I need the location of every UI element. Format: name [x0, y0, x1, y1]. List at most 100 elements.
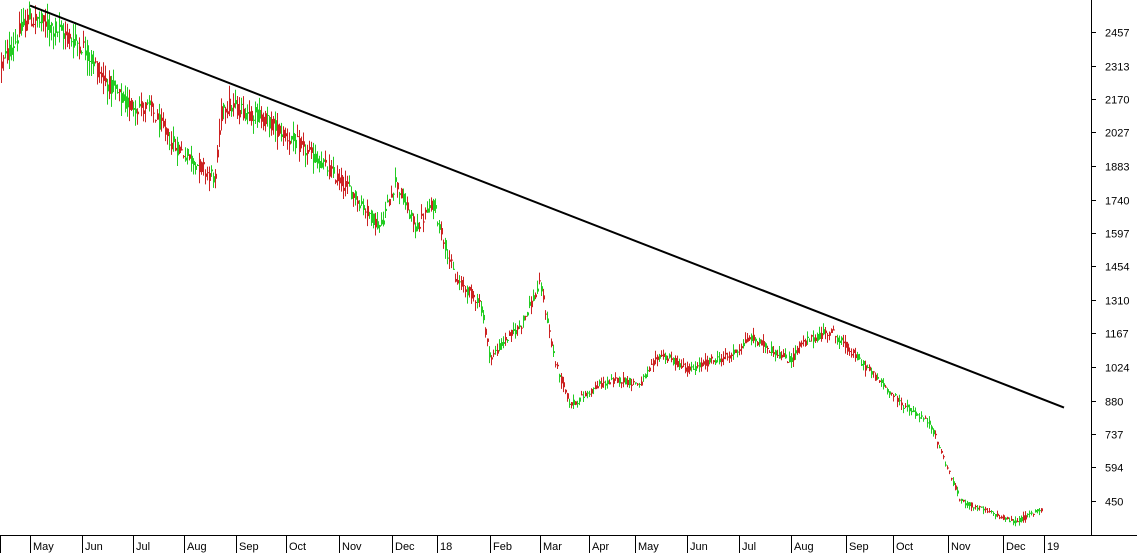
- candle-down: [497, 350, 499, 354]
- candle-down: [971, 502, 973, 508]
- candle-up: [1037, 509, 1039, 512]
- candle-up: [577, 403, 579, 405]
- candle-down: [811, 335, 813, 337]
- candle-down: [179, 146, 181, 154]
- candle-up: [503, 342, 505, 344]
- candle-down: [685, 367, 687, 372]
- candle-down: [655, 357, 657, 360]
- candle-down: [7, 48, 9, 61]
- candle-up: [211, 169, 213, 172]
- candle-down: [341, 175, 343, 187]
- candle-up: [453, 268, 455, 270]
- candle-down: [225, 108, 227, 113]
- candle-down: [207, 172, 209, 174]
- candle-up: [587, 392, 589, 394]
- candle-up: [1027, 513, 1029, 515]
- candle-down: [879, 380, 881, 383]
- x-tick-label: Jun: [85, 541, 103, 553]
- candle-up: [409, 214, 411, 219]
- candle-up: [513, 329, 515, 331]
- candle-up: [837, 337, 839, 343]
- candle-up: [127, 97, 129, 108]
- candle-down: [975, 506, 977, 508]
- candle-down: [163, 120, 165, 127]
- candle-up: [247, 111, 249, 114]
- candle-down: [145, 102, 147, 109]
- candle-down: [725, 352, 727, 355]
- candle-up: [899, 400, 901, 402]
- candle-up: [327, 170, 329, 172]
- candle-up: [691, 366, 693, 368]
- y-tick-label: 2170: [1105, 95, 1129, 107]
- candle-down: [727, 356, 729, 358]
- x-tick-label: Jun: [690, 541, 708, 553]
- candle-down: [783, 353, 785, 358]
- candle-up: [533, 295, 535, 301]
- candle-up: [231, 107, 233, 112]
- candle-up: [53, 33, 55, 37]
- candle-down: [855, 354, 857, 359]
- candle-up: [315, 153, 317, 163]
- candle-up: [213, 176, 215, 183]
- candle-up: [257, 109, 259, 123]
- candle-down: [309, 147, 311, 150]
- candle-up: [495, 349, 497, 351]
- candle-down: [711, 356, 713, 359]
- candle-up: [39, 21, 41, 24]
- candle-down: [161, 117, 163, 121]
- candle-up: [93, 61, 95, 67]
- candle-down: [661, 354, 663, 357]
- candle-up: [393, 193, 395, 195]
- x-tick-label: May: [638, 541, 659, 553]
- candle-down: [773, 352, 775, 355]
- candle-down: [509, 332, 511, 336]
- candle-down: [465, 289, 467, 292]
- candle-down: [493, 353, 495, 355]
- candle-down: [697, 365, 699, 367]
- candle-up: [931, 426, 933, 430]
- candle-up: [51, 23, 53, 26]
- candle-down: [165, 127, 167, 135]
- candle-down: [239, 109, 241, 118]
- candle-up: [467, 287, 469, 296]
- candle-up: [13, 46, 15, 49]
- candle-up: [169, 144, 171, 146]
- candle-down: [901, 402, 903, 406]
- candle-down: [487, 338, 489, 342]
- candle-down: [421, 213, 423, 216]
- candle-up: [915, 411, 917, 417]
- candle-up: [715, 360, 717, 364]
- candle-down: [875, 374, 877, 381]
- candle-up: [673, 357, 675, 365]
- candle-up: [89, 60, 91, 62]
- candle-up: [57, 31, 59, 33]
- candle-down: [705, 359, 707, 366]
- candle-down: [479, 300, 481, 302]
- x-tick-label: 18: [440, 541, 452, 553]
- candle-up: [611, 378, 613, 380]
- candle-up: [383, 220, 385, 225]
- candle-down: [3, 57, 5, 59]
- candle-up: [85, 50, 87, 56]
- candle-up: [841, 337, 843, 341]
- y-tick-label: 2457: [1105, 28, 1129, 40]
- candle-up: [541, 286, 543, 292]
- x-tick-label: Aug: [794, 541, 814, 553]
- candle-down: [189, 154, 191, 159]
- candle-up: [111, 79, 113, 94]
- candle-up: [319, 160, 321, 168]
- candle-down: [539, 280, 541, 282]
- candle-up: [559, 374, 561, 378]
- candle-up: [115, 84, 117, 89]
- candle-down: [943, 456, 945, 458]
- candle-up: [9, 44, 11, 57]
- candle-down: [801, 342, 803, 345]
- x-tick-label: Nov: [342, 541, 362, 553]
- candle-up: [967, 502, 969, 506]
- candles-group: [1, 1, 1043, 527]
- candle-down: [1041, 508, 1043, 512]
- candle-up: [537, 288, 539, 292]
- candle-down: [763, 341, 765, 347]
- candle-down: [649, 367, 651, 372]
- candle-up: [1013, 520, 1015, 524]
